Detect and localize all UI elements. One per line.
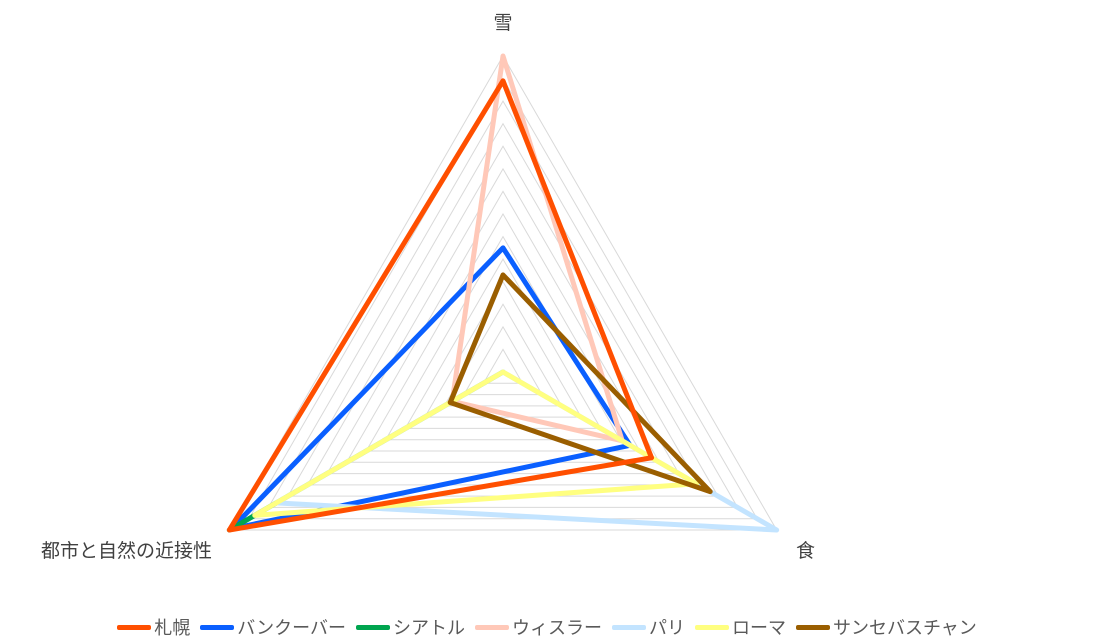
legend-swatch xyxy=(795,624,830,630)
series-group xyxy=(226,53,780,533)
legend-item-4: ウィスラー xyxy=(474,614,602,640)
series-line-4 xyxy=(449,53,625,444)
grid-ring-12 xyxy=(267,100,739,508)
legend-swatch xyxy=(694,624,729,630)
axis-label-urban-nature: 都市と自然の近接性 xyxy=(41,540,212,562)
legend-label: バンクーバー xyxy=(237,618,346,639)
axis-label-food: 食 xyxy=(796,540,815,562)
legend-label: シアトル xyxy=(392,618,465,639)
legend-label: ウィスラー xyxy=(511,618,602,639)
legend-item-6: ローマ xyxy=(694,614,786,640)
legend-label: 札幌 xyxy=(154,618,191,639)
radar-grid xyxy=(228,54,778,531)
legend-swatch xyxy=(611,624,646,630)
grid-ring-14 xyxy=(228,54,778,531)
legend-label: ローマ xyxy=(731,618,786,639)
axis-label-snow: 雪 xyxy=(493,12,512,34)
grid-ring-13 xyxy=(248,77,758,520)
chart-legend: 札幌 バンクーバー シアトル ウィスラー パリ ローマ サンセバスチャン xyxy=(0,612,1094,642)
legend-label: サンセバスチャン xyxy=(832,618,977,639)
grid-ring-4 xyxy=(423,280,583,418)
legend-item-7: サンセバスチャン xyxy=(795,614,977,640)
legend-item-3: シアトル xyxy=(355,614,465,640)
grid-ring-11 xyxy=(287,122,719,497)
series-line-1 xyxy=(226,78,655,533)
grid-ring-7 xyxy=(365,213,641,452)
legend-label: パリ xyxy=(648,618,685,639)
legend-swatch xyxy=(200,624,235,630)
grid-ring-5 xyxy=(404,258,602,429)
series-line-6 xyxy=(252,369,700,518)
grid-ring-6 xyxy=(384,235,622,441)
series-line-7 xyxy=(447,272,713,495)
legend-swatch xyxy=(474,624,509,630)
legend-swatch xyxy=(117,624,152,630)
grid-ring-3 xyxy=(443,303,563,407)
legend-item-5: パリ xyxy=(611,614,685,640)
legend-swatch xyxy=(355,624,390,630)
legend-item-2: バンクーバー xyxy=(200,614,346,640)
radar-chart: 雪 食 都市と自然の近接性 xyxy=(41,12,815,562)
grid-ring-2 xyxy=(463,325,543,396)
grid-ring-1 xyxy=(482,348,524,384)
series-line-2 xyxy=(228,245,633,532)
legend-item-1: 札幌 xyxy=(117,614,190,640)
